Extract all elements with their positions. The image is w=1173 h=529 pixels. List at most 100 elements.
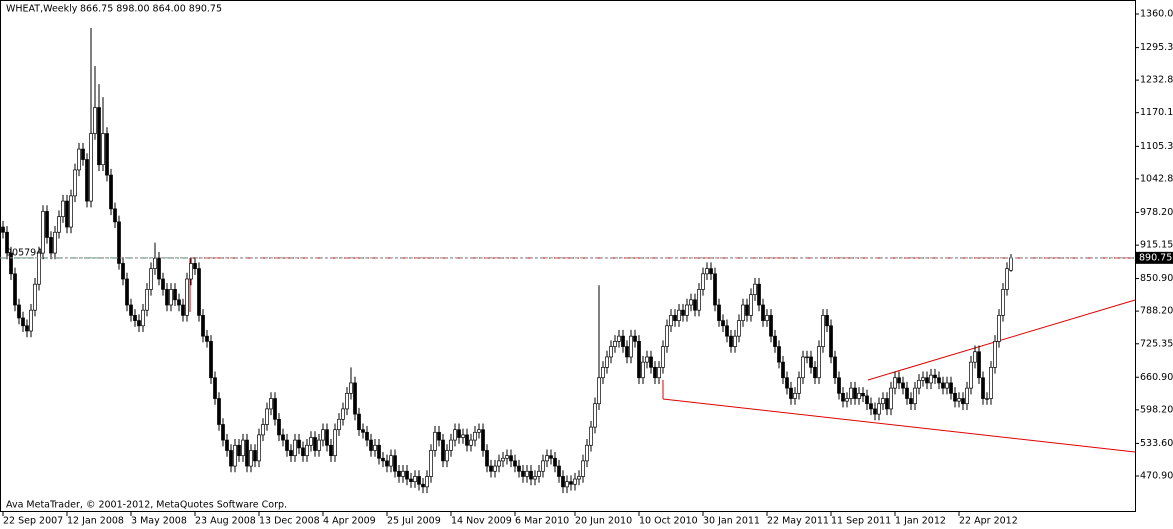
candle-body — [849, 387, 853, 399]
candle-body — [225, 439, 229, 451]
y-tick-label: 1042.80 — [1140, 173, 1173, 184]
candle-body — [433, 431, 437, 451]
candle-body — [33, 283, 37, 311]
y-tick-label: 660.90 — [1140, 372, 1173, 383]
candle-body — [429, 450, 433, 477]
candle-body — [197, 268, 201, 316]
candle-body — [129, 304, 133, 316]
trend-line — [662, 398, 1136, 453]
candle-body — [397, 470, 401, 477]
candle-body — [365, 431, 369, 441]
candle-body — [901, 382, 905, 389]
candle-body — [897, 377, 901, 384]
candle-body — [481, 429, 485, 451]
candle-body — [569, 481, 573, 485]
candle-body — [505, 455, 509, 459]
candle-body — [729, 335, 733, 347]
plot-frame — [0, 0, 1136, 512]
candle-body — [217, 398, 221, 425]
candle-body — [909, 398, 913, 405]
candle-body — [305, 444, 309, 457]
candle-body — [977, 351, 981, 379]
candle-body — [289, 450, 293, 457]
candle-body — [705, 268, 709, 275]
candle-body — [353, 382, 357, 415]
candle-body — [285, 439, 289, 451]
candle-body — [545, 455, 549, 462]
candle-body — [117, 221, 121, 264]
candle-body — [689, 299, 693, 306]
candle-body — [73, 169, 77, 197]
candle-body — [49, 237, 53, 254]
candle-body — [765, 315, 769, 321]
x-tick-label: 22 Apr 2012 — [959, 516, 1018, 527]
candle-body — [57, 216, 61, 233]
candle-body — [53, 231, 57, 254]
candle-body — [1009, 257, 1013, 271]
candle-body — [393, 455, 397, 472]
candle-body — [833, 356, 837, 379]
candle-body — [857, 392, 861, 399]
candle-body — [417, 476, 421, 485]
candle-body — [493, 465, 497, 472]
candle-body — [985, 398, 989, 400]
candle-body — [713, 273, 717, 306]
candle-body — [89, 133, 93, 202]
x-tick-label: 22 May 2011 — [767, 516, 829, 527]
candle-body — [37, 252, 41, 285]
candle-body — [401, 470, 405, 477]
candle-body — [121, 263, 125, 280]
candle-body — [541, 460, 545, 472]
object-label: 905794 — [6, 248, 42, 259]
candle-body — [425, 476, 429, 488]
candle-body — [745, 304, 749, 316]
candle-body — [621, 335, 625, 347]
candle-body — [517, 465, 521, 472]
candle-body — [45, 211, 49, 238]
candle-body — [633, 335, 637, 342]
candle-body — [169, 289, 173, 306]
candle-body — [957, 398, 961, 402]
candle-body — [685, 304, 689, 316]
y-tick-label: 1295.35 — [1140, 42, 1173, 53]
candle-body — [69, 195, 73, 228]
candle-body — [581, 460, 585, 477]
candle-body — [801, 356, 805, 379]
candle-body — [553, 457, 557, 467]
candle-body — [77, 148, 81, 171]
y-tick-label: 788.20 — [1140, 306, 1173, 317]
candle-body — [477, 429, 481, 433]
candle-body — [885, 398, 889, 410]
candle-body — [625, 346, 629, 358]
candle-body — [785, 377, 789, 389]
y-tick-label: 850.90 — [1140, 273, 1173, 284]
candle-body — [761, 304, 765, 321]
candle-body — [677, 309, 681, 321]
candle-body — [513, 460, 517, 467]
candle-body — [221, 424, 225, 441]
candle-body — [201, 315, 205, 337]
candle-body — [769, 315, 773, 337]
candle-body — [405, 470, 409, 480]
candle-body — [413, 476, 417, 483]
candle-body — [973, 351, 977, 363]
candle-body — [441, 439, 445, 462]
price-label: 890.75 — [1139, 252, 1172, 263]
candle-body — [145, 289, 149, 311]
candle-body — [693, 299, 697, 311]
candle-body — [889, 387, 893, 410]
candle-body — [9, 252, 13, 275]
candle-body — [521, 470, 525, 477]
candle-body — [137, 320, 141, 327]
candle-body — [101, 133, 105, 166]
x-tick-label: 13 Dec 2008 — [259, 516, 320, 527]
candle-body — [421, 483, 425, 488]
candle-body — [669, 315, 673, 327]
candle-body — [349, 382, 353, 394]
candle-body — [237, 444, 241, 457]
candle-body — [489, 465, 493, 472]
candle-body — [821, 315, 825, 347]
candle-body — [337, 418, 341, 431]
candle-body — [949, 382, 953, 394]
candle-body — [809, 356, 813, 368]
